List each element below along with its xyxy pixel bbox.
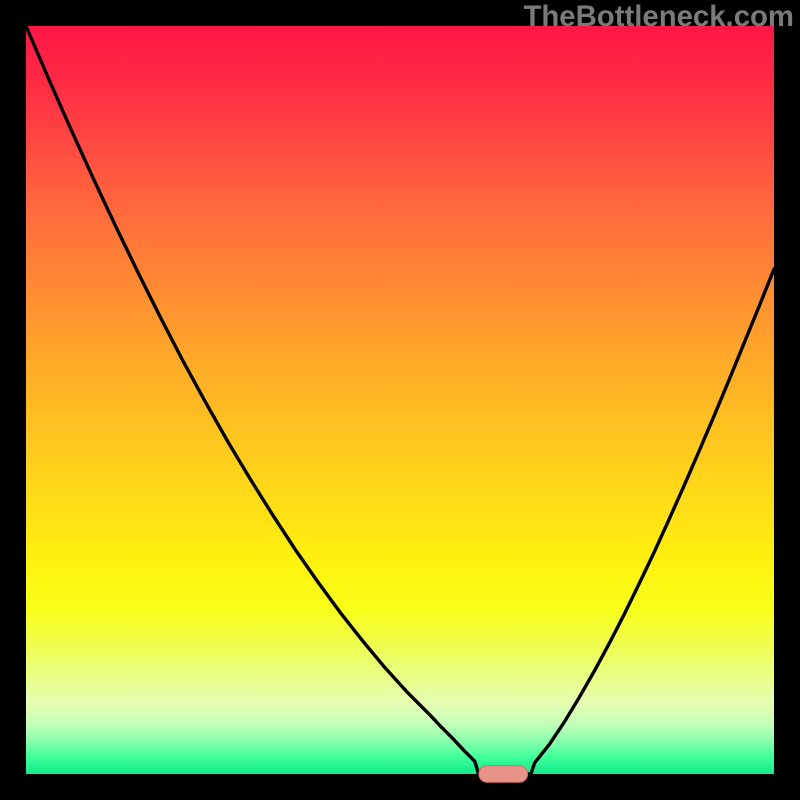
watermark-text: TheBottleneck.com xyxy=(523,0,794,34)
plot-area xyxy=(26,26,774,774)
bottleneck-chart xyxy=(0,0,800,800)
chart-container: TheBottleneck.com xyxy=(0,0,800,800)
optimal-range-marker xyxy=(479,766,528,782)
